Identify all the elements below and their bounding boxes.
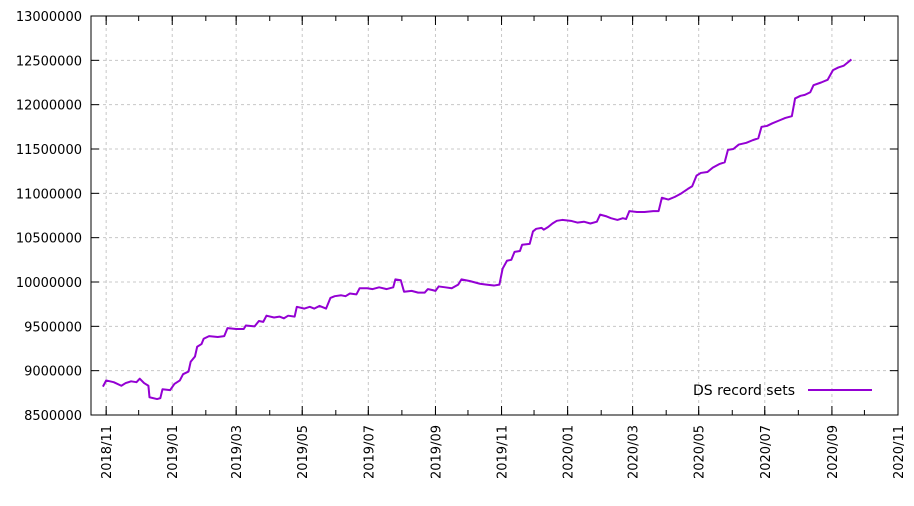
series-line-0 [102, 58, 853, 401]
y-tick-label: 10000000 [16, 276, 82, 291]
y-tick-label: 10500000 [16, 232, 82, 247]
y-tick-label: 11500000 [16, 143, 82, 158]
x-tick-label: 2020/01 [562, 425, 577, 479]
x-tick-label: 2019/05 [296, 425, 311, 479]
grid-lines [91, 16, 898, 415]
x-axis-ticks: 2018/11 2019/01 2019/03 2019/05 2019/07 2019/… [100, 16, 907, 479]
plot-border [90, 15, 899, 416]
x-tick-label: 2020/11 [892, 425, 907, 479]
x-tick-label: 2020/05 [693, 425, 708, 479]
x-tick-label: 2020/03 [627, 425, 642, 479]
x-tick-label: 2020/09 [826, 425, 841, 479]
x-tick-label: 2019/11 [496, 425, 511, 479]
x-tick-label: 2019/07 [362, 425, 377, 479]
y-tick-label: 11000000 [16, 187, 82, 202]
y-tick-label: 8500000 [24, 409, 82, 424]
x-tick-label: 2019/03 [230, 425, 245, 479]
y-tick-label: 12500000 [16, 54, 82, 69]
y-tick-label: 9500000 [24, 320, 82, 335]
y-axis-ticks: 8500000 9000000 9500000 10000000 10500000 110… [16, 10, 898, 424]
series-group [102, 58, 853, 401]
x-tick-label: 2019/01 [166, 425, 181, 479]
x-tick-label: 2020/07 [759, 425, 774, 479]
y-tick-label: 12000000 [16, 99, 82, 114]
legend-label: DS record sets [693, 383, 795, 399]
y-tick-label: 13000000 [16, 10, 82, 25]
x-tick-label: 2019/09 [429, 425, 444, 479]
legend: DS record sets [693, 383, 872, 399]
x-tick-label: 2018/11 [100, 425, 115, 479]
axes [90, 15, 899, 416]
y-tick-label: 9000000 [24, 365, 82, 380]
